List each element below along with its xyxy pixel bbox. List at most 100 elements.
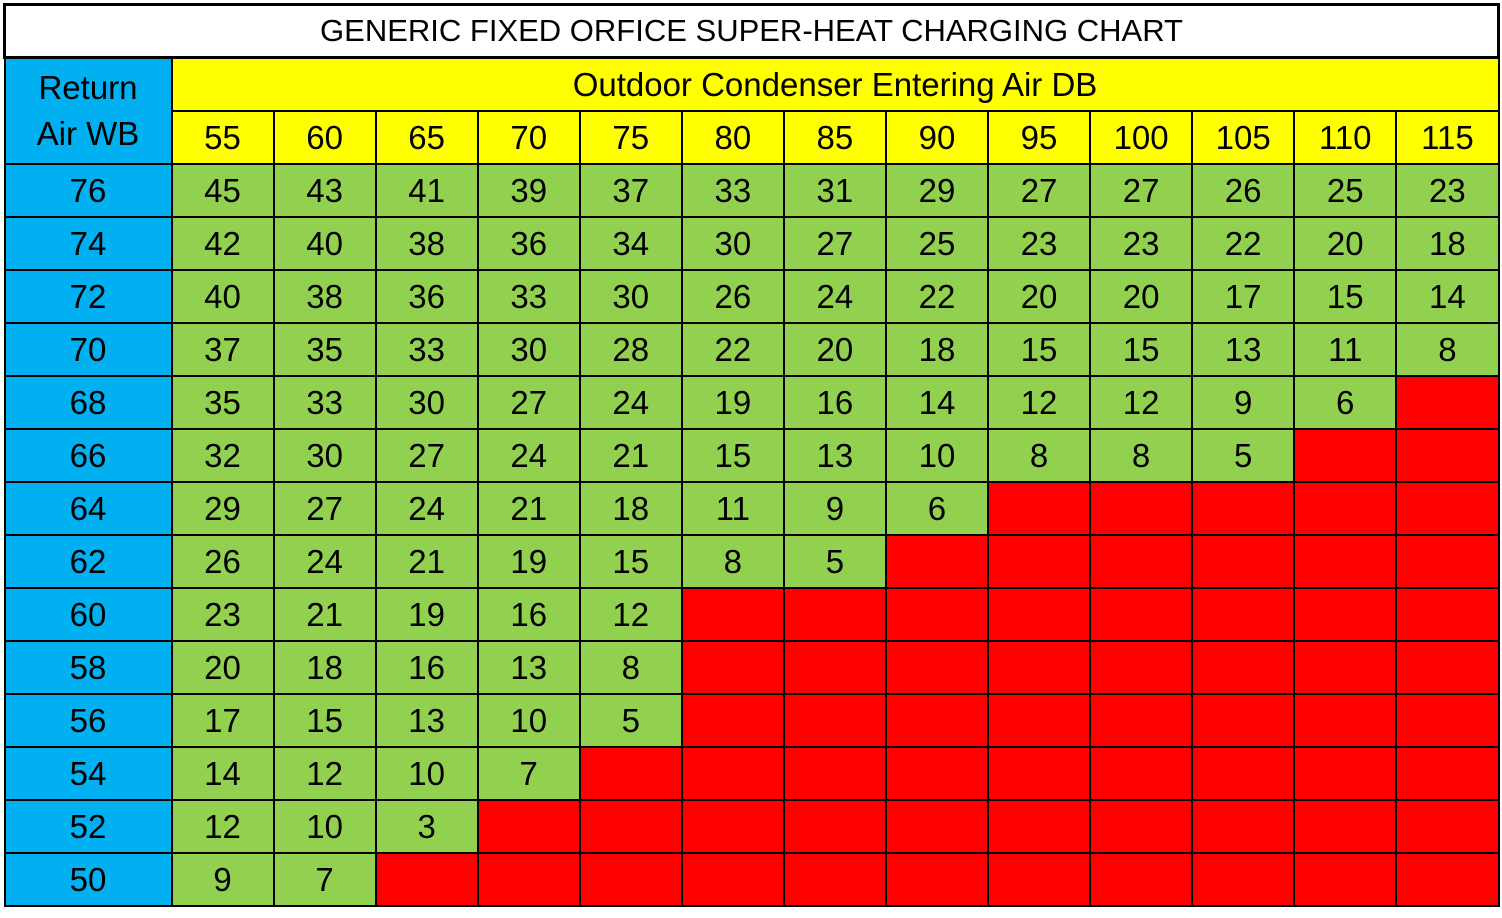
superheat-cell: 12 xyxy=(1089,375,1194,430)
superheat-cell: 37 xyxy=(578,163,683,218)
table-row: 52 12 10 3 xyxy=(3,799,1500,854)
invalid-cell xyxy=(1191,693,1296,748)
row-header: 58 xyxy=(3,640,173,695)
superheat-cell: 26 xyxy=(170,534,275,589)
column-header: 80 xyxy=(680,110,785,165)
superheat-cell: 17 xyxy=(1191,269,1296,324)
superheat-cell: 9 xyxy=(1191,375,1296,430)
table-row: 68 35 33 30 27 24 19 16 14 12 12 9 6 xyxy=(3,375,1500,430)
invalid-cell xyxy=(884,534,990,589)
superheat-cell: 21 xyxy=(374,534,479,589)
superheat-cell: 13 xyxy=(374,693,479,748)
invalid-cell xyxy=(1293,746,1398,801)
superheat-cell: 25 xyxy=(884,216,990,271)
row-header: 66 xyxy=(3,428,173,483)
invalid-cell xyxy=(986,587,1092,642)
invalid-cell xyxy=(1293,587,1398,642)
superheat-cell: 26 xyxy=(1191,163,1296,218)
superheat-cell: 10 xyxy=(476,693,581,748)
row-header: 76 xyxy=(3,163,173,218)
superheat-cell: 22 xyxy=(1191,216,1296,271)
superheat-cell: 22 xyxy=(680,322,785,377)
superheat-cell: 33 xyxy=(476,269,581,324)
superheat-cell: 3 xyxy=(374,799,479,854)
superheat-cell: 15 xyxy=(272,693,377,748)
superheat-cell: 9 xyxy=(170,852,275,907)
column-header: 115 xyxy=(1395,110,1500,165)
row-header: 60 xyxy=(3,587,173,642)
superheat-cell: 11 xyxy=(1293,322,1398,377)
invalid-cell xyxy=(782,587,887,642)
column-group-label: Outdoor Condenser Entering Air DB xyxy=(170,56,1500,112)
superheat-cell: 27 xyxy=(272,481,377,536)
superheat-cell: 21 xyxy=(272,587,377,642)
superheat-cell: 45 xyxy=(170,163,275,218)
invalid-cell xyxy=(1089,640,1194,695)
superheat-cell: 14 xyxy=(884,375,990,430)
superheat-cell: 23 xyxy=(1395,163,1500,218)
superheat-cell: 32 xyxy=(170,428,275,483)
invalid-cell xyxy=(680,693,785,748)
invalid-cell xyxy=(1395,481,1500,536)
invalid-cell xyxy=(782,693,887,748)
invalid-cell xyxy=(1395,587,1500,642)
invalid-cell xyxy=(1395,428,1500,483)
invalid-cell xyxy=(1089,481,1194,536)
superheat-cell: 23 xyxy=(1089,216,1194,271)
invalid-cell xyxy=(1191,852,1296,907)
superheat-cell: 8 xyxy=(578,640,683,695)
column-header: 100 xyxy=(1089,110,1194,165)
invalid-cell xyxy=(374,852,479,907)
superheat-cell: 30 xyxy=(272,428,377,483)
superheat-cell: 12 xyxy=(272,746,377,801)
superheat-cell: 20 xyxy=(782,322,887,377)
invalid-cell xyxy=(578,852,683,907)
invalid-cell xyxy=(884,799,990,854)
superheat-cell: 23 xyxy=(170,587,275,642)
superheat-cell: 8 xyxy=(1089,428,1194,483)
column-header: 65 xyxy=(374,110,479,165)
superheat-cell: 27 xyxy=(1089,163,1194,218)
invalid-cell xyxy=(680,852,785,907)
superheat-cell: 18 xyxy=(272,640,377,695)
table-row: 62 26 24 21 19 15 8 5 xyxy=(3,534,1500,589)
row-header: 64 xyxy=(3,481,173,536)
invalid-cell xyxy=(884,852,990,907)
invalid-cell xyxy=(1293,693,1398,748)
superheat-cell: 27 xyxy=(782,216,887,271)
invalid-cell xyxy=(680,799,785,854)
superheat-cell: 27 xyxy=(476,375,581,430)
superheat-cell: 8 xyxy=(986,428,1092,483)
superheat-cell: 27 xyxy=(374,428,479,483)
invalid-cell xyxy=(986,799,1092,854)
invalid-cell xyxy=(1395,852,1500,907)
invalid-cell xyxy=(680,587,785,642)
superheat-cell: 25 xyxy=(1293,163,1398,218)
row-header-line-2: Air WB xyxy=(36,115,140,152)
row-header: 72 xyxy=(3,269,173,324)
superheat-cell: 34 xyxy=(578,216,683,271)
invalid-cell xyxy=(986,852,1092,907)
row-header-line-1: Return xyxy=(38,69,138,106)
invalid-cell xyxy=(986,534,1092,589)
superheat-cell: 6 xyxy=(884,481,990,536)
superheat-cell: 15 xyxy=(1089,322,1194,377)
superheat-cell: 12 xyxy=(986,375,1092,430)
superheat-cell: 10 xyxy=(884,428,990,483)
superheat-cell: 13 xyxy=(476,640,581,695)
superheat-cell: 21 xyxy=(578,428,683,483)
row-header: 74 xyxy=(3,216,173,271)
column-header: 85 xyxy=(782,110,887,165)
superheat-cell: 42 xyxy=(170,216,275,271)
invalid-cell xyxy=(1191,481,1296,536)
invalid-cell xyxy=(782,852,887,907)
table-row: 64 29 27 24 21 18 11 9 6 xyxy=(3,481,1500,536)
superheat-cell: 19 xyxy=(680,375,785,430)
row-header: 70 xyxy=(3,322,173,377)
invalid-cell xyxy=(1191,587,1296,642)
table-row: 72 40 38 36 33 30 26 24 22 20 20 17 15 14 xyxy=(3,269,1500,324)
table-row: 50 9 7 xyxy=(3,852,1500,907)
row-header: 62 xyxy=(3,534,173,589)
superheat-cell: 18 xyxy=(884,322,990,377)
invalid-cell xyxy=(1191,746,1296,801)
